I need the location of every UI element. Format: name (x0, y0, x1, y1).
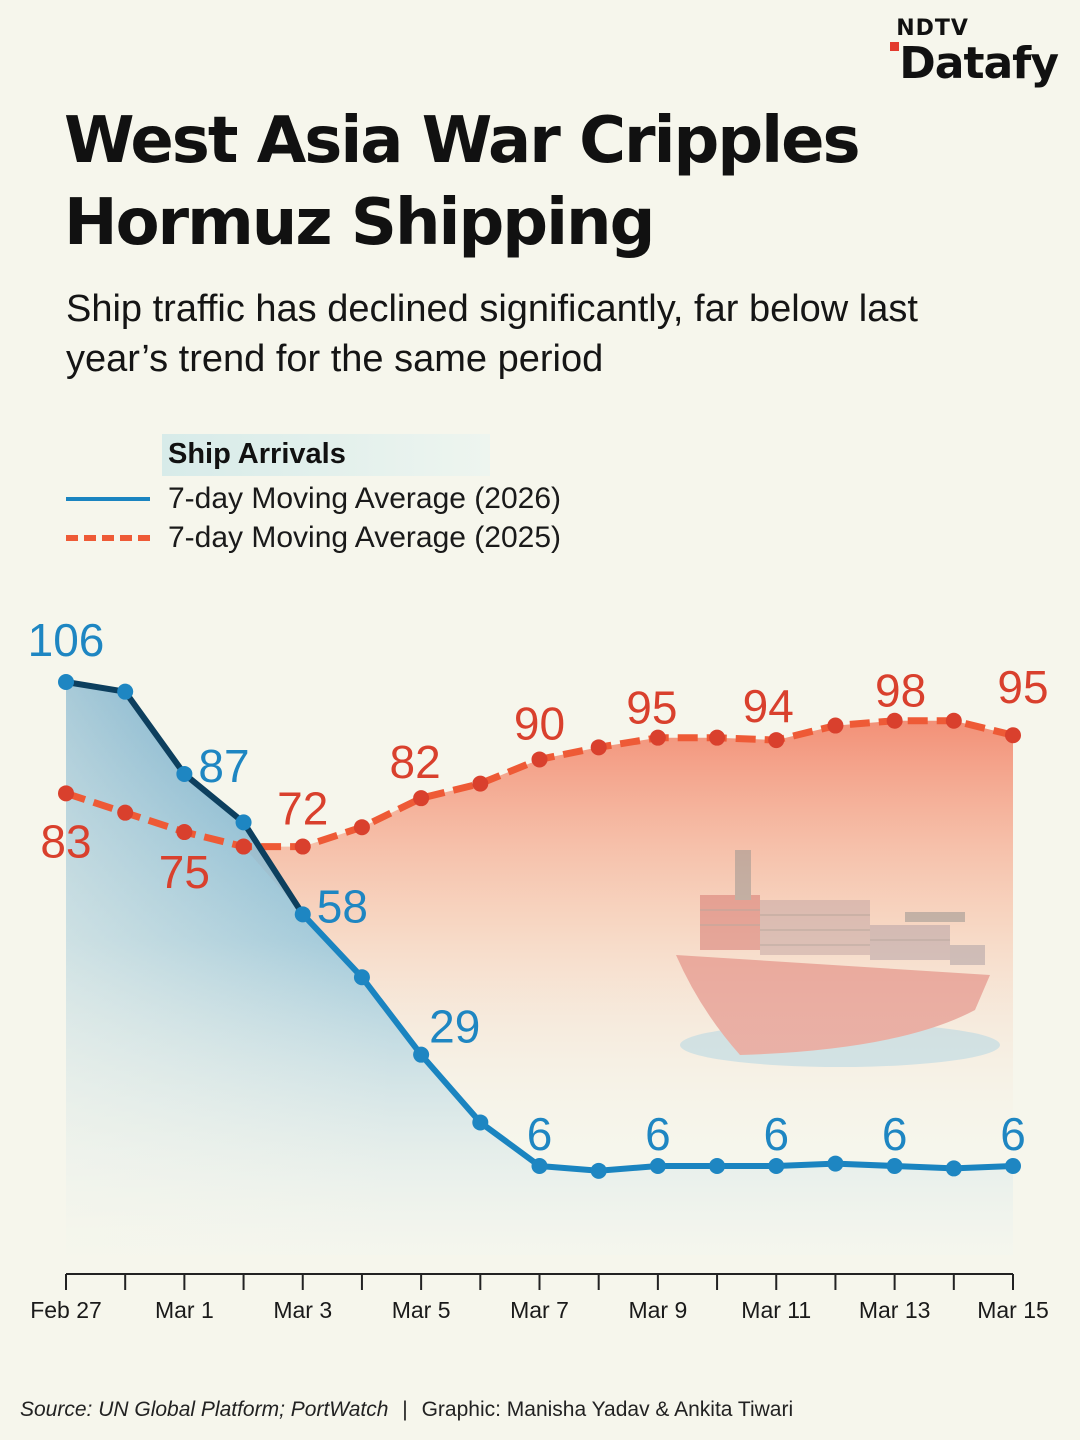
value-label-2025: 98 (875, 665, 926, 717)
point-2026 (176, 765, 193, 782)
value-label-2025: 83 (40, 815, 91, 867)
value-label-2026: 6 (645, 1108, 671, 1160)
point-2025 (827, 717, 844, 734)
value-label-2026: 6 (527, 1108, 553, 1160)
point-2025 (353, 819, 370, 836)
point-2026 (886, 1158, 903, 1174)
point-2026 (649, 1158, 666, 1174)
value-label-2026: 87 (198, 740, 249, 792)
value-label-2025: 94 (743, 680, 794, 732)
x-tick-label: Mar 15 (977, 1297, 1049, 1323)
legend-swatch-2025 (66, 535, 150, 541)
x-tick-label: Mar 3 (273, 1297, 332, 1323)
point-2026 (235, 814, 252, 831)
point-2026 (1005, 1158, 1021, 1174)
point-2026 (768, 1158, 785, 1174)
value-label-2025: 95 (626, 682, 677, 734)
legend-item-2026: 7-day Moving Average (2026) (66, 479, 561, 519)
legend-label-2026: 7-day Moving Average (2026) (168, 482, 562, 515)
point-2025 (117, 804, 134, 821)
x-tick-label: Mar 5 (392, 1297, 451, 1323)
point-2025 (58, 785, 74, 802)
brand-dot-icon (890, 42, 900, 51)
source-separator: | (402, 1398, 408, 1421)
brand-main-text: Datafy (899, 38, 1059, 89)
x-tick-label: Feb 27 (30, 1297, 102, 1323)
legend-label-2025: 7-day Moving Average (2025) (168, 521, 562, 554)
legend-swatch-2026 (66, 497, 150, 501)
x-tick-label: Mar 9 (628, 1297, 687, 1323)
point-2026 (590, 1162, 607, 1179)
point-2026 (294, 906, 311, 923)
area-2026-fade (66, 682, 1013, 1255)
value-label-2026: 29 (429, 1001, 480, 1053)
point-2026 (117, 683, 134, 700)
point-2025 (590, 739, 607, 756)
point-2026 (472, 1114, 489, 1131)
brand-main: Datafy (890, 38, 1059, 89)
credit-text: Graphic: Manisha Yadav & Ankita Tiwari (421, 1398, 794, 1421)
brand-logo: NDTV Datafy (890, 16, 1059, 89)
page-title: West Asia War Cripples Hormuz Shipping (64, 104, 861, 260)
container-ship-icon (676, 850, 1000, 1067)
value-label-2026: 106 (28, 614, 105, 666)
point-2025 (294, 838, 311, 855)
point-2025 (649, 729, 666, 746)
value-label-2025: 72 (277, 783, 328, 835)
point-2026 (531, 1158, 548, 1174)
value-label-2025: 90 (514, 697, 565, 749)
value-label-2026: 6 (763, 1108, 789, 1160)
point-2025 (768, 732, 785, 749)
point-2025 (886, 712, 903, 729)
x-tick-label: Mar 11 (741, 1297, 811, 1323)
page-subtitle: Ship traffic has declined significantly,… (66, 288, 918, 380)
value-label-2025: 82 (390, 736, 441, 788)
x-tick-label: Mar 7 (510, 1297, 569, 1323)
point-2026 (709, 1158, 726, 1174)
point-2026 (945, 1160, 962, 1177)
legend-item-2025: 7-day Moving Average (2025) (66, 518, 561, 558)
point-2025 (176, 824, 193, 841)
point-2026 (58, 674, 74, 690)
source-footer: Source: UN Global Platform; PortWatch | … (20, 1398, 793, 1422)
value-label-2026: 6 (1000, 1108, 1026, 1160)
value-label-2026: 58 (317, 880, 368, 932)
point-2026 (827, 1155, 844, 1172)
point-2025 (531, 751, 548, 768)
x-tick-label: Mar 13 (859, 1297, 931, 1323)
value-label-2026: 6 (882, 1108, 908, 1160)
point-2025 (945, 712, 962, 729)
point-2026 (413, 1046, 430, 1063)
value-label-2025: 95 (997, 661, 1048, 713)
point-2025 (1005, 727, 1021, 744)
point-2025 (235, 838, 252, 855)
source-text: Source: UN Global Platform; PortWatch (20, 1398, 389, 1421)
point-2025 (413, 790, 430, 807)
point-2025 (472, 775, 489, 792)
x-tick-label: Mar 1 (155, 1297, 214, 1323)
value-label-2025: 75 (159, 846, 210, 898)
point-2025 (709, 729, 726, 746)
point-2026 (353, 969, 370, 986)
legend-title: Ship Arrivals (162, 434, 490, 476)
brand-top: NDTV (896, 16, 969, 41)
